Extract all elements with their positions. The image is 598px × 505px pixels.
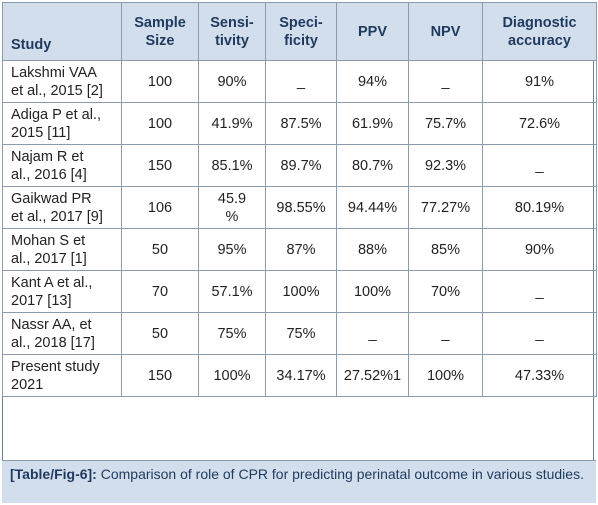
cell-ppv: 100%: [336, 270, 409, 313]
cell-npv: 75.7%: [408, 102, 483, 145]
cell-sample-size: 100: [121, 102, 199, 145]
cell-sample-size: 100: [121, 60, 199, 103]
cell-npv: 77.27%: [408, 186, 483, 229]
cell-diagnostic-accuracy: 80.19%: [482, 186, 597, 229]
table-row: Adiga P et al., 2015 [11] 100 41.9% 87.5…: [2, 102, 597, 145]
header-ppv: PPV: [336, 2, 409, 61]
cell-sensitivity: 57.1%: [198, 270, 266, 313]
cell-diagnostic-accuracy: 47.33%: [482, 354, 597, 397]
cell-specificity: 98.55%: [265, 186, 337, 229]
cell-diagnostic-accuracy: _: [482, 270, 597, 313]
cell-sample-size: 70: [121, 270, 199, 313]
cell-ppv: 94%: [336, 60, 409, 103]
header-specificity: Speci- ficity: [265, 2, 337, 61]
cell-npv: 70%: [408, 270, 483, 313]
header-diagnostic-accuracy: Diagnostic accuracy: [482, 2, 597, 61]
cell-diagnostic-accuracy: _: [482, 312, 597, 355]
cell-npv: 92.3%: [408, 144, 483, 187]
cell-diagnostic-accuracy: 90%: [482, 228, 597, 271]
cell-sensitivity: 100%: [198, 354, 266, 397]
cell-ppv: 27.52%1: [336, 354, 409, 397]
cell-ppv: _: [336, 312, 409, 355]
header-row: Study Sample Size Sensi- tivity Speci- f…: [2, 2, 597, 61]
comparison-table: Study Sample Size Sensi- tivity Speci- f…: [2, 2, 597, 397]
cell-study: Lakshmi VAA et al., 2015 [2]: [2, 60, 122, 103]
cell-study: Adiga P et al., 2015 [11]: [2, 102, 122, 145]
cell-sensitivity: 85.1%: [198, 144, 266, 187]
cell-diagnostic-accuracy: 72.6%: [482, 102, 597, 145]
cell-specificity: 87.5%: [265, 102, 337, 145]
cell-ppv: 94.44%: [336, 186, 409, 229]
cell-diagnostic-accuracy: _: [482, 144, 597, 187]
cell-specificity: 75%: [265, 312, 337, 355]
cell-sample-size: 150: [121, 354, 199, 397]
cell-study: Gaikwad PR et al., 2017 [9]: [2, 186, 122, 229]
cell-sensitivity: 90%: [198, 60, 266, 103]
cell-sensitivity: 95%: [198, 228, 266, 271]
cell-npv: 100%: [408, 354, 483, 397]
table-row: Gaikwad PR et al., 2017 [9] 106 45.9 % 9…: [2, 186, 597, 229]
cell-npv: 85%: [408, 228, 483, 271]
cell-study: Najam R et al., 2016 [4]: [2, 144, 122, 187]
cell-sensitivity: 75%: [198, 312, 266, 355]
header-sample-size: Sample Size: [121, 2, 199, 61]
header-study: Study: [2, 2, 122, 61]
caption-text: Comparison of role of CPR for predicting…: [96, 466, 584, 482]
cell-sample-size: 50: [121, 312, 199, 355]
cell-sensitivity: 41.9%: [198, 102, 266, 145]
caption-label: [Table/Fig-6]:: [10, 466, 97, 482]
cell-sample-size: 50: [121, 228, 199, 271]
cell-study: Kant A et al., 2017 [13]: [2, 270, 122, 313]
cell-sample-size: 106: [121, 186, 199, 229]
table-row: Present study 2021 150 100% 34.17% 27.52…: [2, 354, 597, 397]
cell-specificity: _: [265, 60, 337, 103]
cell-sample-size: 150: [121, 144, 199, 187]
cell-ppv: 61.9%: [336, 102, 409, 145]
table-caption: [Table/Fig-6]: Comparison of role of CPR…: [2, 460, 596, 503]
cell-specificity: 89.7%: [265, 144, 337, 187]
header-sensitivity: Sensi- tivity: [198, 2, 266, 61]
table-row: Mohan S et al., 2017 [1] 50 95% 87% 88% …: [2, 228, 597, 271]
cell-specificity: 87%: [265, 228, 337, 271]
table-row: Nassr AA, et al., 2018 [17] 50 75% 75% _…: [2, 312, 597, 355]
cell-study: Present study 2021: [2, 354, 122, 397]
cell-npv: _: [408, 312, 483, 355]
cell-ppv: 80.7%: [336, 144, 409, 187]
cell-specificity: 100%: [265, 270, 337, 313]
table-row: Kant A et al., 2017 [13] 70 57.1% 100% 1…: [2, 270, 597, 313]
cell-specificity: 34.17%: [265, 354, 337, 397]
cell-npv: _: [408, 60, 483, 103]
table-row: Najam R et al., 2016 [4] 150 85.1% 89.7%…: [2, 144, 597, 187]
cell-study: Mohan S et al., 2017 [1]: [2, 228, 122, 271]
cell-ppv: 88%: [336, 228, 409, 271]
header-npv: NPV: [408, 2, 483, 61]
cell-study: Nassr AA, et al., 2018 [17]: [2, 312, 122, 355]
table-row: Lakshmi VAA et al., 2015 [2] 100 90% _ 9…: [2, 60, 597, 103]
cell-diagnostic-accuracy: 91%: [482, 60, 597, 103]
cell-sensitivity: 45.9 %: [198, 186, 266, 229]
